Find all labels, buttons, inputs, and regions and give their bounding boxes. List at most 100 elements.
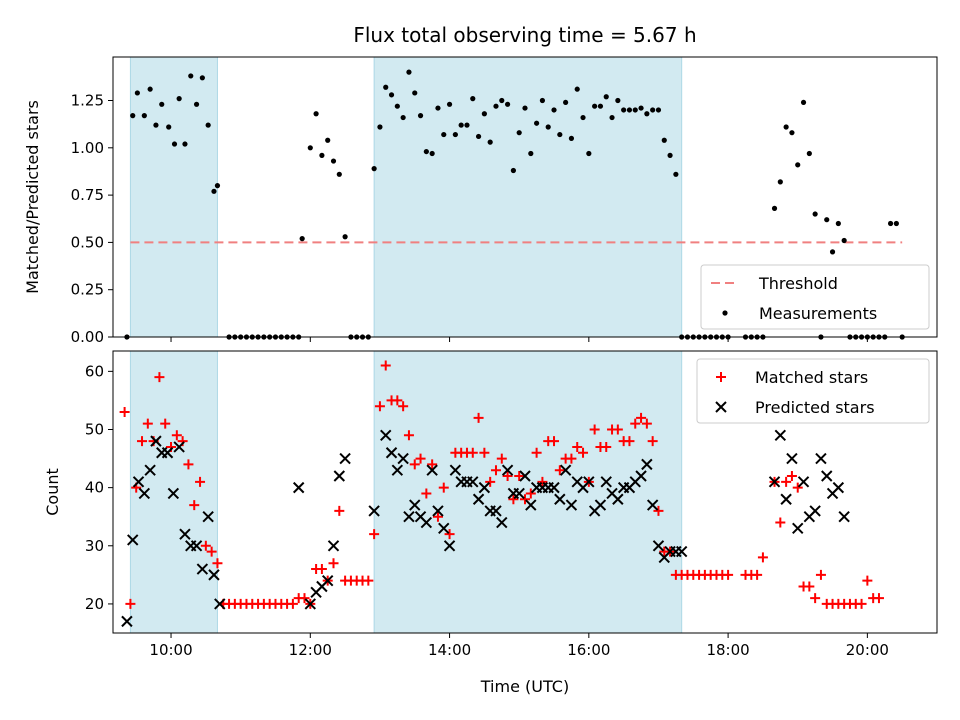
measurements-point bbox=[199, 75, 205, 81]
matched-stars-point bbox=[409, 459, 420, 470]
predicted-stars-point bbox=[594, 499, 607, 511]
predicted-stars-point bbox=[397, 452, 409, 465]
matched-stars-point bbox=[572, 441, 583, 452]
x-tick-label: 14:00 bbox=[428, 641, 471, 659]
legend-box bbox=[700, 264, 930, 330]
matched-stars-point bbox=[427, 459, 438, 470]
predicted-stars-point bbox=[496, 516, 508, 529]
measurements-point bbox=[211, 188, 217, 194]
predicted-stars-point bbox=[438, 522, 450, 535]
matched-stars-point bbox=[119, 407, 130, 418]
predicted-stars-point bbox=[768, 476, 781, 488]
predicted-stars-point bbox=[214, 598, 226, 610]
measurements-point bbox=[800, 99, 807, 106]
measurements-point bbox=[388, 92, 395, 98]
matched-stars-point bbox=[444, 529, 455, 540]
x-tick-label: 10:00 bbox=[149, 641, 192, 659]
predicted-stars-point bbox=[832, 481, 845, 494]
predicted-stars-point bbox=[339, 452, 351, 465]
measurements-point bbox=[371, 166, 377, 172]
matched-stars-point bbox=[363, 575, 374, 586]
measurements-point bbox=[621, 107, 627, 113]
predicted-stars-point bbox=[202, 511, 214, 523]
matched-stars-point bbox=[479, 447, 490, 458]
predicted-stars-point bbox=[138, 487, 151, 500]
matched-stars-point bbox=[415, 453, 426, 464]
measurements-point bbox=[134, 90, 140, 96]
bottom-panel-y-axis-label: Count bbox=[43, 468, 62, 516]
top-panel-legend: Threshold Measurements bbox=[700, 264, 930, 330]
measurements-point bbox=[188, 73, 194, 79]
measurements-point bbox=[153, 122, 159, 128]
matched-stars-point bbox=[804, 581, 815, 592]
predicted-stars-point bbox=[519, 470, 531, 482]
predicted-stars-point bbox=[513, 487, 525, 500]
measurements-point bbox=[394, 103, 400, 109]
measurements-point bbox=[429, 150, 435, 157]
matched-stars-point bbox=[490, 465, 501, 476]
measurements-point bbox=[470, 96, 476, 102]
measurements-point bbox=[812, 211, 818, 217]
measurements-point bbox=[789, 130, 795, 136]
predicted-stars-point bbox=[635, 470, 647, 482]
matched-stars-point bbox=[195, 476, 206, 487]
matched-stars-point bbox=[873, 593, 884, 604]
measurements-point bbox=[452, 131, 458, 138]
matched-stars-point bbox=[786, 471, 797, 482]
measurements-point bbox=[330, 158, 337, 164]
matched-stars-point bbox=[496, 453, 507, 464]
measurements-point bbox=[887, 220, 894, 227]
measurements-point bbox=[592, 103, 598, 109]
measurements-point bbox=[182, 141, 188, 147]
matched-stars-point bbox=[398, 401, 409, 412]
predicted-stars-point bbox=[167, 487, 180, 500]
matched-stars-point bbox=[653, 505, 664, 516]
matched-stars-point bbox=[160, 418, 171, 429]
predicted-stars-point bbox=[179, 528, 191, 540]
matched-stars-point bbox=[369, 529, 380, 540]
matched-stars-point bbox=[467, 447, 478, 458]
bottom-panel-axes: 10:00 12:00 14:00 16:00 18:00 20:00 20 30 40 50 60 bbox=[85, 350, 938, 659]
measurements-point bbox=[841, 237, 847, 244]
predicted-stars-point bbox=[208, 569, 220, 581]
measurements-point bbox=[673, 171, 679, 177]
measurements-point bbox=[522, 105, 528, 111]
bottom-panel-marks bbox=[119, 361, 884, 628]
predicted-stars-point bbox=[391, 464, 404, 476]
axes-frame bbox=[112, 56, 938, 338]
predicted-stars-point bbox=[368, 505, 380, 517]
x-tick-label: 16:00 bbox=[567, 641, 610, 659]
predicted-stars-point bbox=[612, 493, 624, 505]
measurements-point bbox=[504, 101, 511, 107]
predicted-stars-point bbox=[127, 534, 139, 546]
predicted-stars-point bbox=[821, 470, 833, 482]
legend-label: Measurements bbox=[759, 304, 877, 323]
predicted-stars-point bbox=[478, 481, 491, 494]
measurements-point bbox=[626, 107, 633, 113]
predicted-stars-point bbox=[161, 447, 174, 459]
measurements-point bbox=[319, 152, 325, 158]
predicted-stars-point bbox=[472, 493, 485, 505]
matched-stars-point bbox=[810, 593, 821, 604]
measurements-point bbox=[661, 137, 667, 143]
y-tick-label: 60 bbox=[85, 362, 104, 380]
measurements-point bbox=[141, 113, 147, 119]
matched-stars-point bbox=[862, 575, 873, 586]
measurements-point bbox=[481, 111, 487, 117]
y-tick-label: 20 bbox=[85, 595, 104, 613]
matched-stars-point bbox=[630, 418, 641, 429]
predicted-stars-point bbox=[150, 435, 162, 447]
measurements-point bbox=[632, 107, 638, 113]
top-panel-marks bbox=[124, 69, 905, 340]
measurements-point bbox=[383, 84, 389, 90]
matched-stars-point bbox=[525, 488, 536, 499]
axes-frame bbox=[112, 350, 938, 634]
measurements-point bbox=[171, 141, 178, 147]
shaded-interval-2 bbox=[373, 56, 683, 338]
matched-stars-point bbox=[334, 505, 345, 516]
y-tick-label: 0.25 bbox=[71, 281, 104, 299]
predicted-stars-point bbox=[559, 464, 572, 476]
predicted-stars-point bbox=[641, 458, 653, 471]
predicted-stars-point bbox=[292, 481, 305, 494]
matched-stars-point bbox=[636, 412, 647, 423]
